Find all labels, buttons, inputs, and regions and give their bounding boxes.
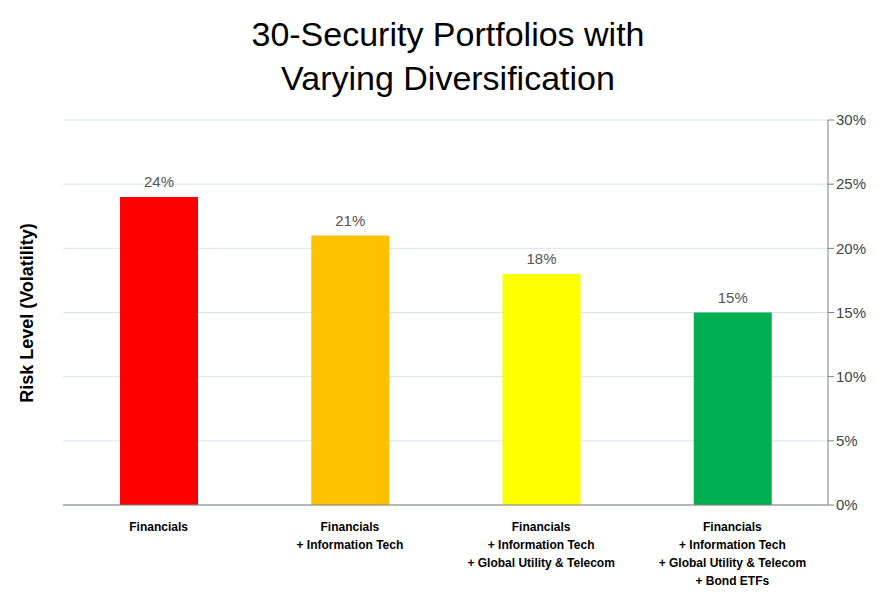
svg-text:30%: 30% xyxy=(836,111,866,128)
svg-text:15%: 15% xyxy=(718,289,748,306)
svg-text:5%: 5% xyxy=(836,432,858,449)
svg-text:15%: 15% xyxy=(836,304,866,321)
svg-text:24%: 24% xyxy=(144,173,174,190)
svg-text:18%: 18% xyxy=(526,250,556,267)
svg-text:20%: 20% xyxy=(836,240,866,257)
svg-text:10%: 10% xyxy=(836,368,866,385)
svg-text:21%: 21% xyxy=(335,212,365,229)
svg-text:Financials+ Information Tech+: Financials+ Information Tech+ Global Uti… xyxy=(659,520,806,588)
html-text:Risk Level (Volatility): Risk Level (Volatility) xyxy=(17,223,37,403)
svg-text:Financials+ Information Tech+: Financials+ Information Tech+ Global Uti… xyxy=(467,520,614,570)
svg-text:Financials: Financials xyxy=(129,520,188,534)
svg-text:Financials+ Information Tech: Financials+ Information Tech xyxy=(296,520,403,552)
svg-text:0%: 0% xyxy=(836,496,858,513)
html-text:30-Security Portfolios with Va: 30-Security Portfolios with Varying Dive… xyxy=(251,15,645,97)
svg-text:25%: 25% xyxy=(836,175,866,192)
